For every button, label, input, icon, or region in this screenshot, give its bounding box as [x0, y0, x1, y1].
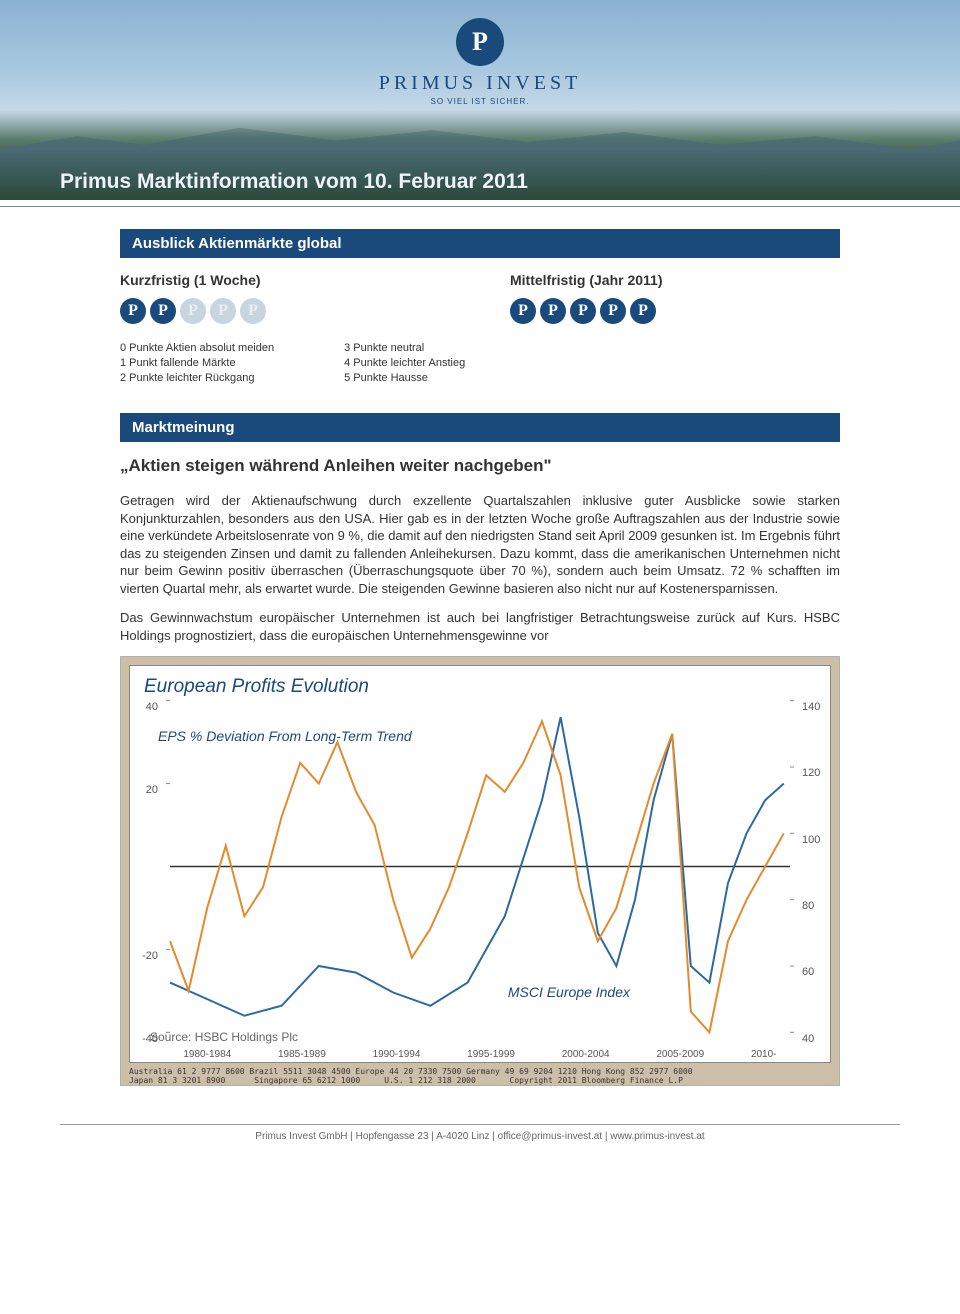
y-right-tick: 100 — [802, 834, 832, 846]
logo-icon: P — [456, 18, 504, 66]
legend-item: 0 Punkte Aktien absolut meiden — [120, 342, 274, 354]
legend-item: 4 Punkte leichter Anstieg — [344, 357, 465, 369]
brand-tagline: SO VIEL IST SICHER. — [0, 97, 960, 106]
y-left-tick: -20 — [128, 950, 158, 962]
outlook-mid-label: Mittelfristig (Jahr 2011) — [510, 272, 840, 288]
brand-name: PRIMUS INVEST — [0, 72, 960, 95]
x-tick-label: 2010- — [751, 1049, 777, 1060]
chart-plot-area: European Profits Evolution EPS % Deviati… — [129, 665, 831, 1063]
legend-item: 2 Punkte leichter Rückgang — [120, 372, 274, 384]
opinion-headline: „Aktien steigen während Anleihen weiter … — [120, 456, 840, 476]
x-tick-label: 1990-1994 — [373, 1049, 421, 1060]
section-outlook-bar: Ausblick Aktienmärkte global — [120, 229, 840, 258]
content-area: Ausblick Aktienmärkte global Kurzfristig… — [0, 207, 960, 1106]
title-rule — [0, 206, 960, 207]
y-right-tick: 60 — [802, 966, 832, 978]
opinion-p1: Getragen wird der Aktienaufschwung durch… — [120, 492, 840, 597]
chart-container: European Profits Evolution EPS % Deviati… — [120, 656, 840, 1086]
x-tick-label: 1980-1984 — [183, 1049, 231, 1060]
rating-coin: P — [540, 298, 566, 324]
outlook-columns: Kurzfristig (1 Woche) PPPPP Mittelfristi… — [120, 272, 840, 324]
page-footer: Primus Invest GmbH | Hopfengasse 23 | A-… — [60, 1124, 900, 1154]
y-left-tick: 40 — [128, 701, 158, 713]
y-right-tick: 140 — [802, 701, 832, 713]
rating-coin: P — [240, 298, 266, 324]
legend-item: 5 Punkte Hausse — [344, 372, 465, 384]
x-tick-label: 2000-2004 — [562, 1049, 610, 1060]
chart-svg — [130, 666, 830, 1062]
rating-coin: P — [600, 298, 626, 324]
rating-short: PPPPP — [120, 298, 450, 324]
section-opinion-bar: Marktmeinung — [120, 413, 840, 442]
rating-coin: P — [570, 298, 596, 324]
chart-footer-text: Australia 61 2 9777 8600 Brazil 5511 304… — [129, 1068, 831, 1086]
legend-item: 3 Punkte neutral — [344, 342, 465, 354]
outlook-short-label: Kurzfristig (1 Woche) — [120, 272, 450, 288]
x-tick-label: 1995-1999 — [467, 1049, 515, 1060]
rating-legend: 0 Punkte Aktien absolut meiden 1 Punkt fa… — [120, 342, 840, 387]
page-title: Primus Marktinformation vom 10. Februar … — [60, 170, 900, 206]
rating-coin: P — [180, 298, 206, 324]
y-right-tick: 80 — [802, 900, 832, 912]
y-right-tick: 40 — [802, 1033, 832, 1045]
x-tick-label: 2005-2009 — [656, 1049, 704, 1060]
outlook-mid: Mittelfristig (Jahr 2011) PPPPP — [510, 272, 840, 324]
outlook-short: Kurzfristig (1 Woche) PPPPP — [120, 272, 450, 324]
y-right-tick: 120 — [802, 767, 832, 779]
rating-coin: P — [150, 298, 176, 324]
rating-coin: P — [120, 298, 146, 324]
opinion-p2: Das Gewinnwachstum europäischer Unterneh… — [120, 609, 840, 644]
x-axis-labels: 1980-1984 1985-1989 1990-1994 1995-1999 2000… — [130, 1049, 830, 1060]
logo-block: P PRIMUS INVEST SO VIEL IST SICHER. — [0, 0, 960, 106]
rating-coin: P — [510, 298, 536, 324]
page-title-wrap: Primus Marktinformation vom 10. Februar … — [60, 170, 900, 207]
y-left-tick: 20 — [128, 784, 158, 796]
y-left-tick: -40 — [128, 1033, 158, 1045]
rating-coin: P — [210, 298, 236, 324]
legend-item: 1 Punkt fallende Märkte — [120, 357, 274, 369]
legend-left: 0 Punkte Aktien absolut meiden 1 Punkt fa… — [120, 342, 274, 387]
x-tick-label: 1985-1989 — [278, 1049, 326, 1060]
legend-right: 3 Punkte neutral 4 Punkte leichter Anstie… — [344, 342, 465, 387]
rating-coin: P — [630, 298, 656, 324]
rating-mid: PPPPP — [510, 298, 840, 324]
